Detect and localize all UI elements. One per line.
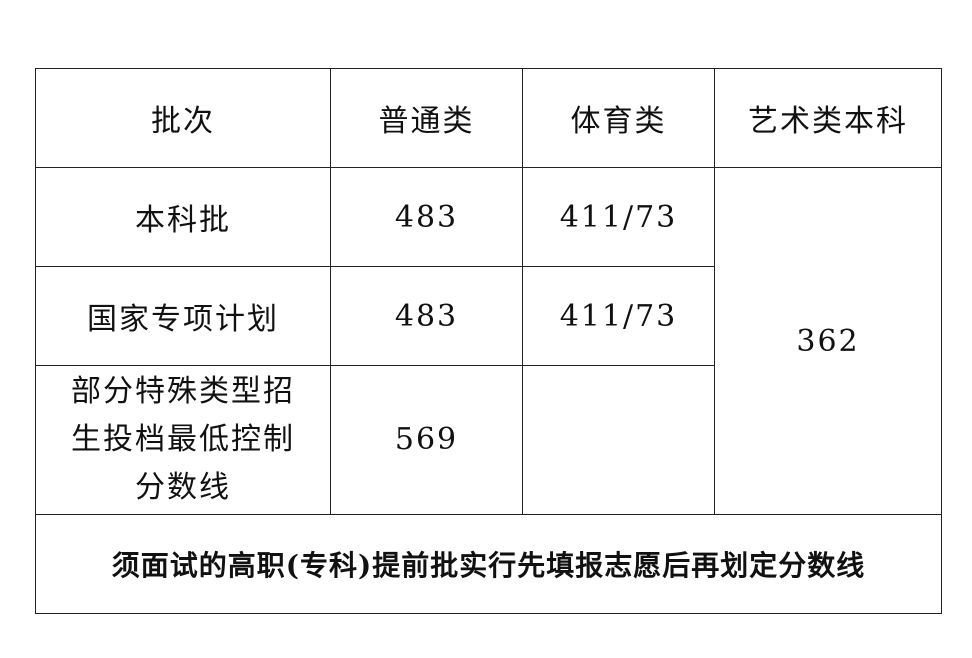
batch-text: 部分特殊类型招生投档最低控制分数线 — [71, 374, 295, 505]
general-cell: 483 — [330, 167, 523, 267]
sports-cell: 411/73 — [522, 266, 715, 366]
table-row: 本科批 483 411/73 362 — [35, 167, 942, 515]
header-general: 普通类 — [330, 68, 523, 168]
table-row: 国家专项计划 483 411/73 — [35, 266, 942, 366]
footnote-row: 须面试的高职(专科)提前批实行先填报志愿后再划定分数线 — [35, 514, 942, 614]
art-cell: 362 — [714, 167, 942, 515]
score-table: 批次 普通类 体育类 艺术类本科 本科批 483 411/73 362 国家专项… — [35, 68, 942, 614]
batch-cell: 国家专项计划 — [35, 266, 331, 366]
batch-cell: 部分特殊类型招生投档最低控制分数线 — [35, 365, 331, 515]
general-cell: 569 — [330, 365, 523, 515]
header-sports: 体育类 — [522, 68, 715, 168]
header-art: 艺术类本科 — [714, 68, 942, 168]
header-row: 批次 普通类 体育类 艺术类本科 — [35, 68, 942, 168]
general-cell: 483 — [330, 266, 523, 366]
batch-cell: 本科批 — [35, 167, 331, 267]
sports-cell — [522, 365, 715, 515]
footnote: 须面试的高职(专科)提前批实行先填报志愿后再划定分数线 — [35, 514, 942, 614]
sports-cell: 411/73 — [522, 167, 715, 267]
header-batch: 批次 — [35, 68, 331, 168]
